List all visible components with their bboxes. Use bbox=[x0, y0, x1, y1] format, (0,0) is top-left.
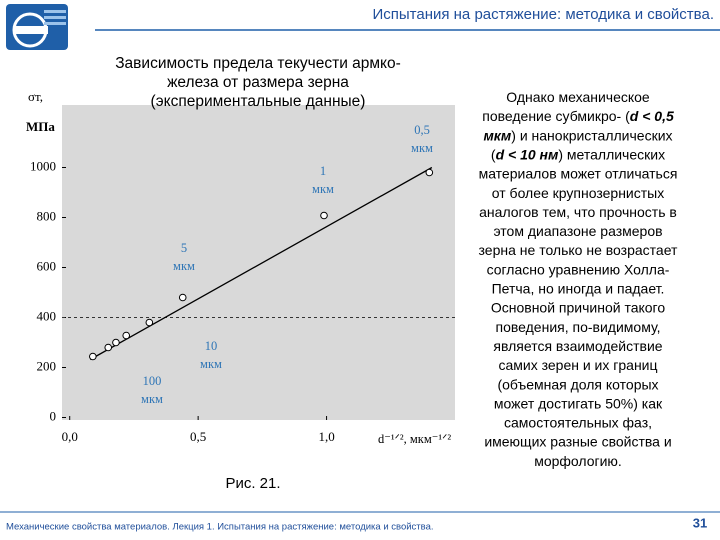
text-run: имеющих разные свойства и bbox=[484, 433, 671, 449]
y-axis-label: σт, bbox=[28, 89, 43, 104]
paragraph-line: самих зерен и их границ bbox=[498, 357, 657, 373]
chart-title: (экспериментальные данные) bbox=[151, 93, 366, 110]
x-axis-label: d⁻¹ᐟ², мкм⁻¹ᐟ² bbox=[378, 432, 451, 446]
data-point bbox=[320, 211, 328, 220]
paragraph-line: материалов может отличаться bbox=[479, 165, 678, 181]
text-run: является взаимодействие bbox=[493, 338, 662, 354]
fit-line bbox=[89, 166, 433, 361]
annotation: 5 bbox=[181, 241, 187, 255]
paragraph-line: является взаимодействие bbox=[493, 338, 662, 354]
y-tick-label: 600 bbox=[37, 258, 57, 273]
x-tick-label: 1,0 bbox=[318, 429, 334, 444]
y-tick-label: 1000 bbox=[30, 158, 56, 173]
paragraph-line: (объемная доля которых bbox=[497, 376, 658, 392]
text-run: этом диапазоне размеров bbox=[493, 223, 662, 239]
text-run: Основной причиной такого bbox=[491, 299, 666, 315]
paragraph-line: Однако механическое bbox=[506, 89, 650, 105]
paragraph-line: имеющих разные свойства и bbox=[484, 433, 671, 449]
text-run: поведения, по-видимому, bbox=[496, 319, 661, 335]
text-run: Однако механическое bbox=[506, 89, 650, 105]
annotation: мкм bbox=[141, 392, 163, 406]
footer-text: Механические свойства материалов. Лекция… bbox=[6, 522, 434, 533]
emphasis: d < 10 нм bbox=[496, 146, 559, 162]
annotation: 0,5 bbox=[414, 123, 430, 137]
text-run: аналогов тем, что прочность в bbox=[479, 204, 677, 220]
text-run: (объемная доля которых bbox=[497, 376, 658, 392]
annotation: мкм bbox=[173, 259, 195, 273]
paragraph-line: (d < 10 нм) металлических bbox=[491, 146, 665, 162]
data-point bbox=[104, 343, 113, 352]
text-run: самих зерен и их границ bbox=[498, 357, 657, 373]
paragraph-line: морфологию. bbox=[534, 453, 622, 469]
paragraph-line: согласно уравнению Холла- bbox=[487, 261, 670, 277]
y-tick-label: 200 bbox=[37, 358, 57, 373]
annotation: 100 bbox=[143, 374, 162, 388]
chart-title: Зависимость предела текучести армко- bbox=[115, 55, 401, 72]
annotation: мкм bbox=[200, 357, 222, 371]
text-run: материалов может отличаться bbox=[479, 165, 678, 181]
y-tick-label: 800 bbox=[37, 208, 57, 223]
text-run: согласно уравнению Холла- bbox=[487, 261, 670, 277]
text-run: Петча, но иногда и падает. bbox=[492, 280, 665, 296]
y-tick-label: 0 bbox=[50, 408, 57, 423]
plot-area bbox=[62, 105, 455, 420]
paragraph-line: поведения, по-видимому, bbox=[496, 319, 661, 335]
caption: Рис. 21. bbox=[225, 475, 280, 492]
text-run: морфологию. bbox=[534, 453, 622, 469]
paragraph-line: мкм) и нанокристаллических bbox=[483, 127, 672, 143]
annotation: мкм bbox=[411, 141, 433, 155]
annotation: 1 bbox=[320, 164, 326, 178]
paragraph-line: может достигать 50%) как bbox=[494, 395, 663, 411]
page-number: 31 bbox=[693, 515, 707, 530]
text-run: зерна не только не возрастает bbox=[479, 242, 678, 258]
paragraph-line: самостоятельных фаз, bbox=[504, 414, 652, 430]
y-axis-label: МПа bbox=[26, 119, 55, 134]
paragraph-line: Основной причиной такого bbox=[491, 299, 666, 315]
data-point bbox=[178, 293, 187, 302]
text-run: может достигать 50%) как bbox=[494, 395, 663, 411]
text-run: ) металлических bbox=[558, 146, 665, 162]
header-title: Испытания на растяжение: методика и свой… bbox=[372, 6, 714, 23]
x-tick-label: 0,5 bbox=[190, 429, 206, 444]
emphasis: мкм bbox=[483, 127, 511, 143]
emphasis: d < 0,5 bbox=[630, 108, 674, 124]
text-run: ) и нанокристаллических bbox=[511, 127, 672, 143]
data-point bbox=[89, 352, 97, 361]
paragraph-line: Петча, но иногда и падает. bbox=[492, 280, 665, 296]
data-point bbox=[122, 331, 131, 340]
chart-title: железа от размера зерна bbox=[167, 74, 349, 91]
annotation: 10 bbox=[205, 339, 218, 353]
text-run: от более крупнозернистых bbox=[492, 184, 664, 200]
data-point bbox=[112, 338, 120, 347]
paragraph-line: зерна не только не возрастает bbox=[479, 242, 678, 258]
paragraph-line: от более крупнозернистых bbox=[492, 184, 664, 200]
logo bbox=[6, 4, 68, 50]
text-run: самостоятельных фаз, bbox=[504, 414, 652, 430]
y-tick-label: 400 bbox=[37, 308, 57, 323]
annotation: мкм bbox=[312, 182, 334, 196]
text-run: поведение субмикро- ( bbox=[482, 108, 630, 124]
paragraph-line: этом диапазоне размеров bbox=[493, 223, 662, 239]
paragraph-line: аналогов тем, что прочность в bbox=[479, 204, 677, 220]
paragraph-line: поведение субмикро- (d < 0,5 bbox=[482, 108, 674, 124]
data-point bbox=[145, 318, 154, 327]
x-tick-label: 0,0 bbox=[62, 429, 78, 444]
data-point bbox=[425, 168, 434, 177]
text-run: ( bbox=[491, 146, 496, 162]
